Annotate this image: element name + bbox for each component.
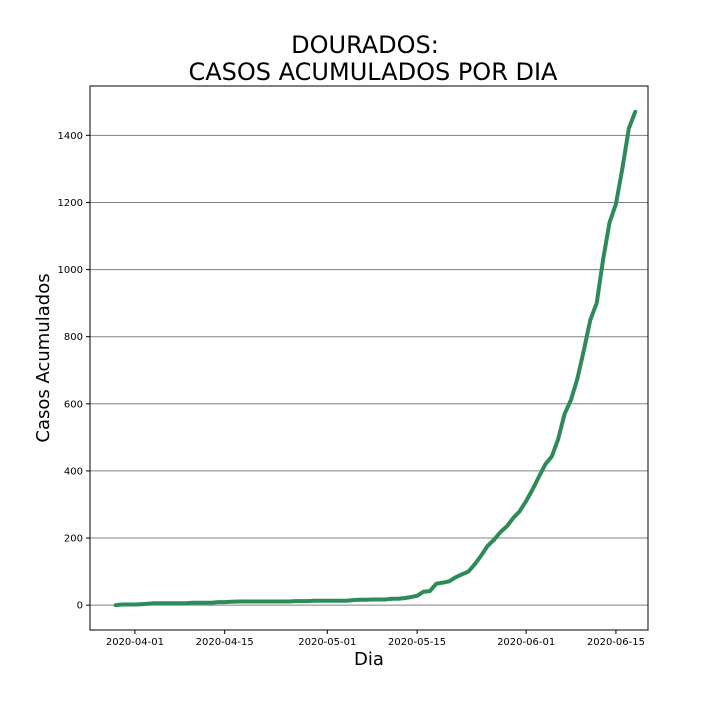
x-axis-ticks: 2020-04-01 2020-04-15 2020-05-01 2020-05-15… (106, 630, 645, 648)
x-axis-label: Dia (354, 649, 384, 670)
y-tick-label: 400 (64, 466, 83, 477)
y-axis-label: Casos Acumulados (33, 273, 54, 442)
x-tick-label: 2020-06-01 (497, 637, 555, 648)
y-axis-ticks: 0 200 400 600 800 1000 1200 1400 (58, 131, 90, 612)
chart-title-line2: CASOS ACUMULADOS POR DIA (189, 58, 559, 86)
y-tick-label: 800 (64, 332, 83, 343)
x-tick-label: 2020-06-15 (587, 637, 645, 648)
x-tick-label: 2020-04-15 (196, 637, 254, 648)
y-tick-label: 1200 (58, 198, 83, 209)
y-tick-label: 1000 (58, 265, 83, 276)
y-tick-label: 0 (77, 601, 83, 612)
x-tick-label: 2020-05-01 (298, 637, 356, 648)
y-tick-label: 200 (64, 534, 83, 545)
series-line (113, 109, 638, 608)
x-tick-label: 2020-05-15 (388, 637, 446, 648)
x-tick-label: 2020-04-01 (106, 637, 164, 648)
y-tick-label: 1400 (58, 131, 83, 142)
chart-title-line1: DOURADOS: (291, 31, 439, 59)
y-tick-label: 600 (64, 399, 83, 410)
gridlines (90, 134, 648, 606)
plot-frame (89, 85, 649, 631)
